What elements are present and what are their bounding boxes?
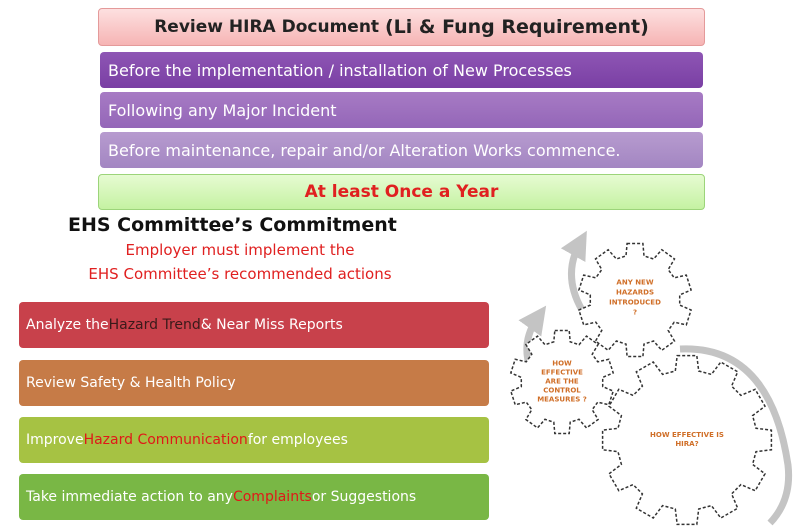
- action-complaints: Take immediate action to any Complaints …: [19, 474, 489, 520]
- review-item-new-processes: Before the implementation / installation…: [100, 52, 703, 88]
- review-item-label: Before the implementation / installation…: [108, 60, 572, 80]
- action-analyze-hazard-trend: Analyze the Hazard Trend & Near Miss Rep…: [19, 302, 489, 348]
- gear-shape: [509, 329, 615, 435]
- review-frequency-label: At least Once a Year: [304, 182, 499, 202]
- cycle-arrow-right: [679, 345, 793, 526]
- gear-label-line: INTRODUCED: [609, 299, 661, 307]
- review-item-maintenance: Before maintenance, repair and/or Altera…: [100, 132, 703, 168]
- gear-shape: [601, 354, 773, 526]
- gear-label-line: HOW: [552, 360, 572, 368]
- review-hira-title-paren: (Li & Fung Requirement): [384, 16, 649, 38]
- gear-label-line: ARE THE: [545, 378, 579, 386]
- gear-hira-effectiveness: [601, 354, 773, 526]
- ehs-subtitle-line2: EHS Committee’s recommended actions: [88, 265, 392, 283]
- action-text: Improve: [26, 432, 84, 448]
- gears-cycle-diagram: ANY NEW HAZARDS INTRODUCED? HOWEFFECTIVEAR…: [509, 230, 793, 526]
- gear-label-line: ?: [633, 309, 637, 317]
- gear-hazards-introduced: [577, 242, 693, 358]
- gear-label-line: HIRA?: [675, 440, 698, 448]
- ehs-title: EHS Committee’s Commitment: [68, 214, 397, 236]
- action-text: & Near Miss Reports: [200, 317, 343, 333]
- action-text: Take immediate action to any: [26, 489, 233, 505]
- gear-label-line: HAZARDS: [616, 289, 654, 297]
- gear-label-line: CONTROL: [543, 387, 581, 395]
- gear-shape: [577, 242, 693, 358]
- review-item-major-incident: Following any Major Incident: [100, 92, 703, 128]
- action-highlight: Hazard Communication: [83, 432, 248, 448]
- action-highlight: Hazard Trend: [108, 317, 201, 333]
- action-text: Review Safety & Health Policy: [26, 375, 236, 391]
- action-text: or Suggestions: [311, 489, 417, 505]
- gear-label-line: EFFECTIVE: [541, 369, 583, 377]
- ehs-subtitle-line1: Employer must implement the: [125, 241, 355, 259]
- gear-top-label: ANY NEW HAZARDS INTRODUCED?: [609, 279, 661, 317]
- review-hira-title-main: Review HIRA Document: [154, 17, 380, 37]
- gear-control-measures: [509, 329, 615, 435]
- gear-label-line: MEASURES ?: [537, 396, 587, 404]
- action-text: Analyze the: [26, 317, 109, 333]
- gear-label-line: ANY NEW: [616, 279, 653, 287]
- action-highlight: Complaints: [232, 489, 312, 505]
- review-item-label: Before maintenance, repair and/or Altera…: [108, 140, 621, 160]
- action-text: for employees: [247, 432, 348, 448]
- review-frequency: At least Once a Year: [98, 174, 705, 210]
- gear-label-line: HOW EFFECTIVE IS: [650, 431, 724, 439]
- action-review-policy: Review Safety & Health Policy: [19, 360, 489, 406]
- action-improve-hazard-communication: Improve Hazard Communication for employe…: [19, 417, 489, 463]
- review-item-label: Following any Major Incident: [108, 100, 337, 120]
- cycle-arrow-top-left: [560, 230, 587, 312]
- review-hira-title: Review HIRA Document (Li & Fung Requirem…: [98, 8, 705, 46]
